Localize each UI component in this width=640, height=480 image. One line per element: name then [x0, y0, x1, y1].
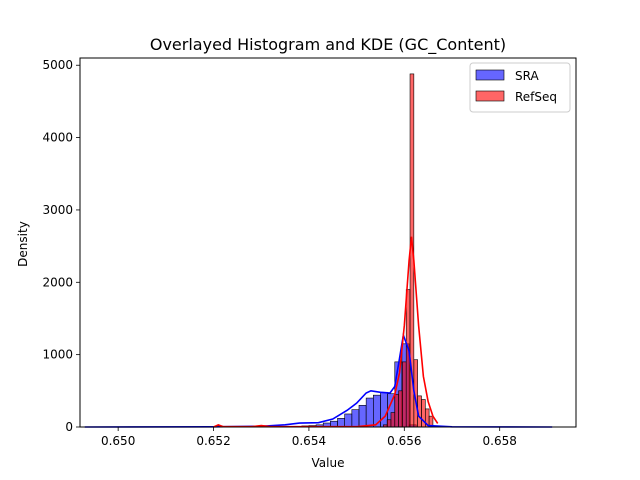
x-tick-label-3: 0.656: [387, 434, 421, 448]
refseq-bar-7: [398, 390, 403, 428]
x-axis-label: Value: [312, 456, 345, 470]
refseq-kde-line: [213, 236, 439, 428]
y-tick-label-5: 5000: [42, 58, 73, 72]
y-tick-label-3: 3000: [42, 203, 73, 217]
legend-swatch-sra: [475, 69, 505, 81]
refseq-bar-8: [402, 361, 407, 428]
y-axis-ticks: 0 1000 2000 3000 4000 5000: [42, 58, 80, 434]
x-tick-label-1: 0.652: [196, 434, 230, 448]
sra-bar-8: [351, 409, 360, 428]
plot-frame: [79, 57, 577, 428]
sra-bar-7: [344, 413, 353, 428]
y-axis-label: Density: [16, 221, 30, 267]
legend-label-refseq: RefSeq: [515, 90, 557, 104]
refseq-bar-6: [394, 394, 399, 428]
refseq-bar-5: [390, 412, 396, 428]
x-tick-label-2: 0.654: [292, 434, 326, 448]
x-axis-ticks: 0.650 0.652 0.654 0.656 0.658: [101, 427, 517, 448]
kde-lines: [84, 236, 553, 428]
x-tick-label-4: 0.658: [483, 434, 517, 448]
legend: SRA RefSeq: [469, 62, 571, 113]
refseq-bar-4: [386, 419, 392, 428]
sra-bar-6: [337, 418, 345, 428]
x-tick-label-0: 0.650: [101, 434, 135, 448]
y-tick-label-0: 0: [65, 420, 73, 434]
y-tick-label-1: 1000: [42, 348, 73, 362]
sra-bar-9: [358, 404, 367, 428]
y-tick-label-4: 4000: [42, 131, 73, 145]
legend-swatch-refseq: [475, 90, 505, 102]
sra-kde-line: [84, 331, 553, 428]
sra-bar-10: [365, 397, 374, 428]
y-tick-label-2: 2000: [42, 275, 73, 289]
chart-title: Overlayed Histogram and KDE (GC_Content): [150, 35, 506, 55]
sra-bar-12: [380, 391, 388, 428]
legend-label-sra: SRA: [515, 69, 539, 83]
